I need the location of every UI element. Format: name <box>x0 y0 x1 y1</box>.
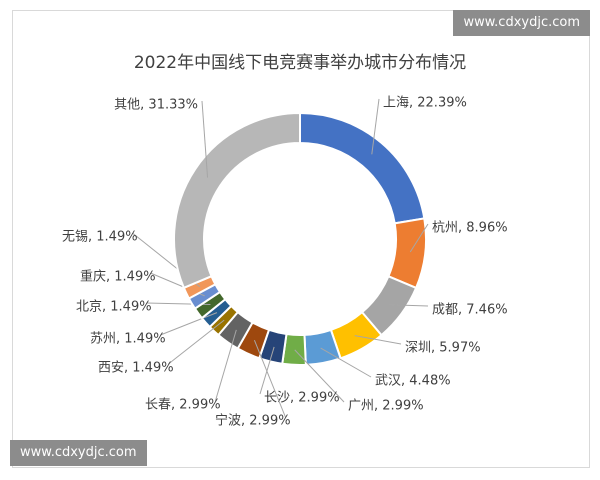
data-label-2: 成都, 7.46% <box>432 303 508 318</box>
leader-line-14 <box>201 100 209 178</box>
data-label-14: 其他, 31.33% <box>114 98 198 113</box>
data-label-12: 重庆, 1.49% <box>80 269 156 285</box>
chart-card <box>12 10 590 468</box>
chart-title: 2022年中国线下电竞赛事举办城市分布情况 <box>133 53 467 73</box>
leader-line-1 <box>409 223 429 253</box>
leader-line-5 <box>294 349 345 403</box>
leader-line-3 <box>354 335 402 345</box>
leader-line-0 <box>371 98 380 155</box>
data-label-6: 长沙, 2.99% <box>264 391 340 406</box>
data-label-3: 深圳, 5.97% <box>405 341 481 356</box>
data-label-11: 北京, 1.49% <box>76 300 152 315</box>
data-label-7: 宁波, 2.99% <box>215 413 291 429</box>
data-label-10: 苏州, 1.49% <box>90 331 166 347</box>
data-label-13: 无锡, 1.49% <box>62 230 138 245</box>
donut-segment-14 <box>173 111 301 290</box>
data-label-0: 上海, 22.39% <box>383 96 467 111</box>
leader-line-7 <box>253 340 286 418</box>
data-label-8: 长春, 2.99% <box>145 398 221 413</box>
leader-line-9 <box>168 319 225 365</box>
leader-line-4 <box>320 347 372 378</box>
donut-segment-1 <box>387 217 427 290</box>
donut-segment-0 <box>299 111 426 225</box>
data-label-4: 武汉, 4.48% <box>375 374 451 389</box>
leader-line-2 <box>389 304 429 307</box>
data-label-5: 广州, 2.99% <box>348 399 424 414</box>
watermark: www.cdxydjc.com <box>453 10 590 36</box>
leader-line-8 <box>214 329 237 402</box>
watermark: www.cdxydjc.com <box>10 440 147 466</box>
leader-line-10 <box>160 312 218 336</box>
data-label-1: 杭州, 8.96% <box>432 221 508 236</box>
data-label-9: 西安, 1.49% <box>98 361 174 376</box>
